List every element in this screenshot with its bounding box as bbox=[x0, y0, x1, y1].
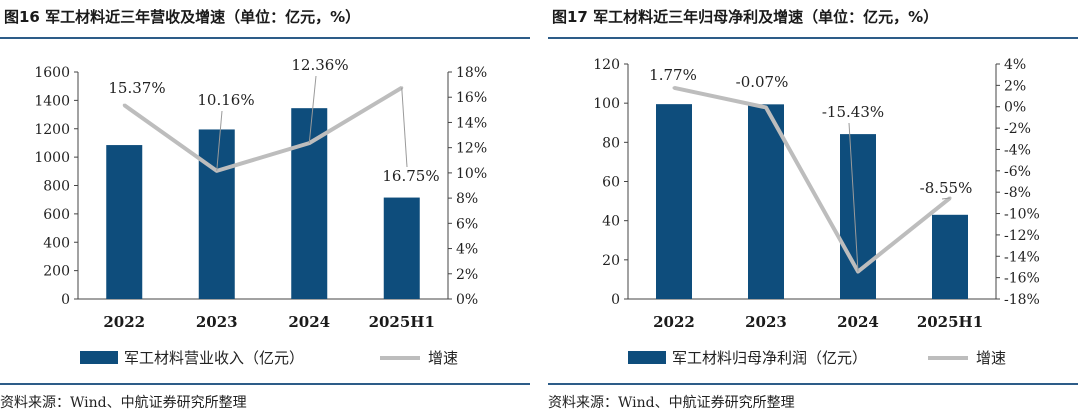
right-tick-label: -14% bbox=[1004, 249, 1040, 265]
category-label: 2022 bbox=[103, 313, 145, 331]
left-tick-label: 0 bbox=[61, 292, 70, 308]
chart-title: 图17 军工材料近三年归母净利及增速（单位：亿元，%） bbox=[552, 8, 939, 26]
right-tick-label: 4% bbox=[1004, 57, 1026, 73]
category-label: 2023 bbox=[196, 313, 238, 331]
left-tick-label: 800 bbox=[43, 179, 70, 195]
right-tick-label: 2% bbox=[1004, 78, 1026, 94]
data-label: 15.37% bbox=[108, 79, 165, 97]
legend-bar-label: 军工材料归母净利润（亿元） bbox=[672, 349, 867, 367]
left-tick-label: 400 bbox=[43, 235, 70, 251]
growth-line bbox=[123, 86, 403, 173]
right-tick-label: 6% bbox=[456, 216, 478, 232]
right-tick-label: -16% bbox=[1004, 271, 1040, 287]
left-tick-label: 1200 bbox=[34, 122, 70, 138]
right-tick-label: 4% bbox=[456, 242, 478, 258]
chart-title: 图16 军工材料近三年营收及增速（单位：亿元，%） bbox=[4, 8, 361, 26]
left-tick-label: 100 bbox=[593, 96, 620, 112]
bar-2025H1 bbox=[383, 197, 420, 299]
legend-bar-label: 军工材料营业收入（亿元） bbox=[124, 349, 304, 367]
right-tick-label: -2% bbox=[1004, 121, 1031, 137]
data-label: 10.16% bbox=[197, 91, 254, 109]
data-label-leader bbox=[848, 122, 859, 272]
right-tick-label: 14% bbox=[456, 115, 487, 131]
net-profit-chart: 0 20 40 60 80 100 120 -18% -16% -14% -12% -10% -8% -6… bbox=[593, 57, 1040, 367]
right-tick-label: 8% bbox=[456, 191, 478, 207]
growth-point bbox=[122, 103, 126, 107]
growth-point bbox=[672, 86, 676, 90]
left-tick-label: 1400 bbox=[34, 93, 70, 109]
source-note: 资料来源：Wind、中航证券研究所整理 bbox=[548, 395, 795, 411]
category-label: 2024 bbox=[837, 313, 879, 331]
data-label-leader bbox=[401, 87, 408, 168]
right-tick-label: 18% bbox=[456, 65, 487, 81]
category-label: 2024 bbox=[288, 313, 330, 331]
left-tick-label: 120 bbox=[593, 57, 620, 73]
right-tick-label: -12% bbox=[1004, 228, 1040, 244]
category-label: 2025H1 bbox=[369, 313, 435, 331]
legend-line-label: 增速 bbox=[428, 349, 458, 367]
data-label: 16.75% bbox=[382, 167, 439, 185]
right-tick-label: -8% bbox=[1004, 185, 1031, 201]
category-label: 2022 bbox=[653, 313, 695, 331]
legend-bar-swatch bbox=[628, 351, 666, 364]
left-tick-label: 0 bbox=[611, 292, 620, 308]
right-tick-label: 2% bbox=[456, 267, 478, 283]
growth-point bbox=[400, 86, 404, 90]
right-tick-label: -10% bbox=[1004, 207, 1040, 223]
left-tick-label: 40 bbox=[602, 214, 620, 230]
bar-2025H1 bbox=[932, 214, 968, 299]
left-tick-label: 80 bbox=[602, 135, 620, 151]
left-tick-label: 200 bbox=[43, 264, 70, 280]
right-tick-label: 0% bbox=[456, 292, 478, 308]
right-tick-label: 16% bbox=[456, 90, 487, 106]
left-tick-label: 600 bbox=[43, 207, 70, 223]
data-label-leader bbox=[308, 75, 317, 144]
data-label: -8.55% bbox=[920, 179, 973, 197]
legend-line-label: 增速 bbox=[976, 349, 1006, 367]
bar-2022 bbox=[656, 104, 692, 299]
data-label-leader bbox=[216, 110, 223, 171]
data-label: -0.07% bbox=[736, 73, 789, 91]
left-tick-label: 20 bbox=[602, 253, 620, 269]
right-tick-label: 0% bbox=[1004, 100, 1026, 116]
data-label: -15.43% bbox=[822, 103, 884, 121]
data-label-leader bbox=[941, 197, 951, 200]
right-tick-label: -6% bbox=[1004, 164, 1031, 180]
title-rule bbox=[548, 37, 1078, 39]
growth-line bbox=[673, 85, 952, 274]
title-rule bbox=[0, 37, 530, 39]
right-tick-label: 10% bbox=[456, 166, 487, 182]
category-label: 2025H1 bbox=[917, 313, 983, 331]
data-label: 12.36% bbox=[291, 56, 348, 74]
revenue-chart: 0 200 400 600 800 1000 1200 1400 1600 0% 2% 4% 6% 8% 1… bbox=[34, 56, 487, 367]
right-tick-label: -4% bbox=[1004, 142, 1031, 158]
bar-2022 bbox=[106, 145, 143, 299]
category-label: 2023 bbox=[745, 313, 787, 331]
bar-2023 bbox=[198, 129, 235, 299]
data-label: 1.77% bbox=[649, 66, 697, 84]
source-note: 资料来源：Wind、中航证券研究所整理 bbox=[0, 395, 247, 411]
left-tick-label: 60 bbox=[602, 175, 620, 191]
chart-panel-net-profit: 图17 军工材料近三年归母净利及增速（单位：亿元，%） 0 20 40 60 80 100… bbox=[548, 0, 1078, 413]
bar-2024 bbox=[840, 134, 876, 299]
chart-panel-revenue: 图16 军工材料近三年营收及增速（单位：亿元，%） 0 200 400 600 800 1… bbox=[0, 0, 530, 413]
bar-2023 bbox=[748, 104, 784, 299]
source-rule bbox=[0, 383, 530, 385]
left-tick-label: 1000 bbox=[34, 150, 70, 166]
source-rule bbox=[548, 383, 1078, 385]
right-tick-label: -18% bbox=[1004, 292, 1040, 308]
growth-point bbox=[764, 105, 768, 109]
right-tick-label: 12% bbox=[456, 141, 487, 157]
left-tick-label: 1600 bbox=[34, 65, 70, 81]
legend-bar-swatch bbox=[80, 351, 118, 364]
